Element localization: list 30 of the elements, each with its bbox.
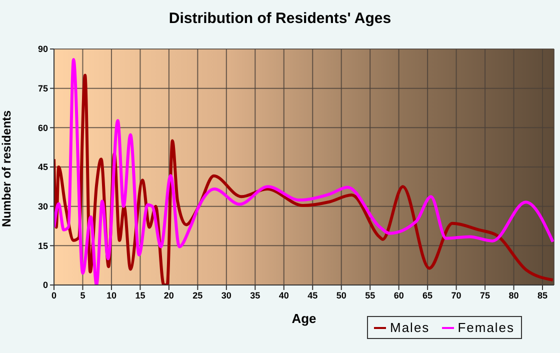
x-tick-label: 35 (250, 290, 260, 300)
x-tick-label: 20 (164, 290, 174, 300)
x-tick-label: 25 (192, 290, 203, 300)
x-tick-label: 75 (480, 290, 490, 300)
x-tick-label: 85 (538, 290, 548, 300)
x-tick-label: 70 (451, 290, 462, 300)
x-axis-title: Age (292, 311, 316, 326)
x-tick-label: 0 (51, 290, 57, 300)
x-tick-label: 40 (278, 290, 289, 300)
x-tick-label: 10 (106, 290, 116, 300)
legend-label: Males (389, 320, 430, 335)
y-tick-label: 0 (42, 280, 48, 290)
x-tick-label: 50 (336, 290, 346, 300)
y-tick-label: 15 (38, 240, 48, 251)
y-tick-label: 60 (38, 122, 48, 133)
x-tick-label: 80 (508, 290, 519, 300)
x-tick-label: 45 (308, 290, 318, 300)
y-tick-label: 75 (38, 84, 48, 94)
y-axis-title: Number of residents (0, 110, 14, 227)
x-tick-label: 65 (422, 290, 433, 300)
legend-label: Females (456, 320, 515, 335)
y-tick-label: 45 (38, 162, 48, 172)
y-tick-label: 90 (38, 44, 48, 54)
x-tick-label: 60 (394, 290, 404, 300)
x-tick-label: 55 (365, 290, 376, 300)
x-tick-label: 15 (135, 290, 146, 300)
chart-title: Distribution of Residents' Ages (168, 10, 392, 27)
x-tick-label: 30 (221, 290, 232, 300)
y-tick-label: 30 (38, 202, 48, 212)
x-tick-label: 5 (80, 290, 86, 300)
